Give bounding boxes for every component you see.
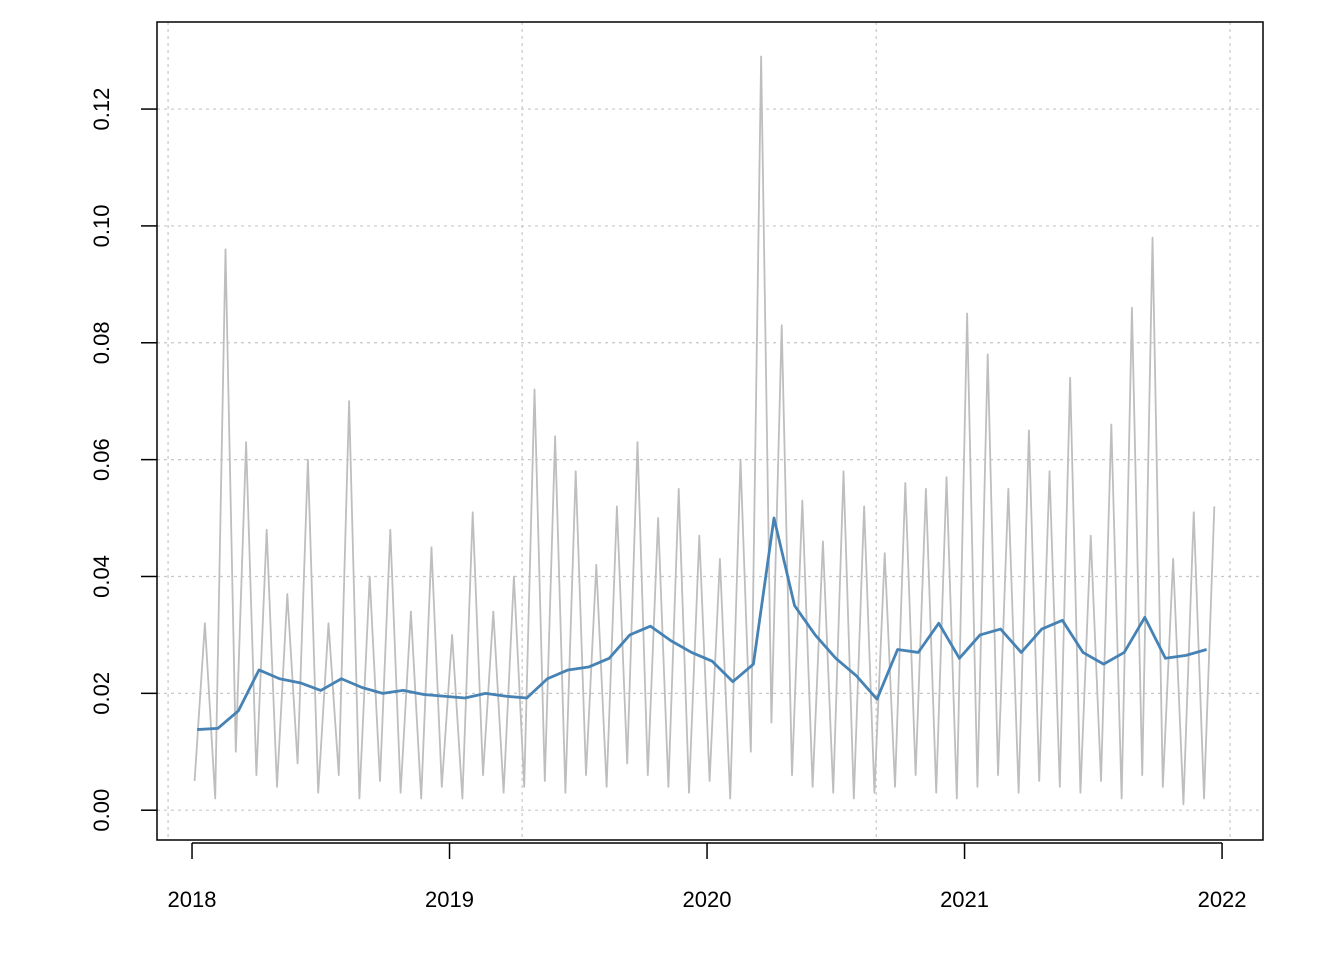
x-tick-label: 2019 [425,887,474,912]
y-tick-label: 0.12 [89,88,114,131]
y-tick-label: 0.10 [89,205,114,248]
y-tick-label: 0.04 [89,555,114,598]
x-tick-label: 2022 [1198,887,1247,912]
y-tick-label: 0.00 [89,789,114,832]
y-tick-label: 0.06 [89,438,114,481]
y-tick-label: 0.08 [89,321,114,364]
x-tick-label: 2018 [168,887,217,912]
x-tick-label: 2020 [683,887,732,912]
x-tick-label: 2021 [940,887,989,912]
y-tick-label: 0.02 [89,672,114,715]
series-line [197,516,1207,731]
plot-frame [156,21,1264,841]
